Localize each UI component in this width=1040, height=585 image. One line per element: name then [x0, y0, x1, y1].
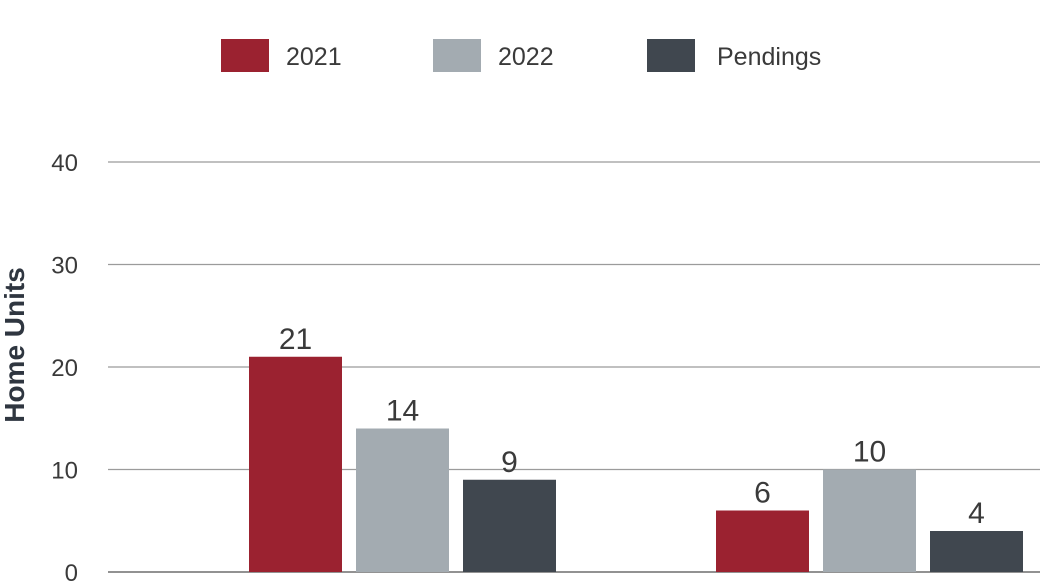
data-label-pendings-1: 9 — [501, 446, 518, 479]
legend: 2021 2022 Pendings — [221, 39, 821, 72]
legend-label-2021: 2021 — [286, 43, 342, 71]
legend-swatch-2022 — [433, 39, 481, 72]
y-tick-label-10: 10 — [51, 458, 78, 485]
legend-label-2022: 2022 — [498, 43, 554, 71]
legend-item-pendings: Pendings — [647, 39, 821, 72]
data-label-pendings-2: 4 — [968, 497, 985, 530]
y-tick-label-30: 30 — [51, 253, 78, 280]
bars — [249, 356, 1023, 572]
legend-label-pendings: Pendings — [717, 43, 821, 71]
y-axis: 0 10 20 30 40 — [51, 150, 78, 585]
data-label-2021-1: 21 — [279, 323, 312, 356]
y-axis-title: Home Units — [0, 267, 30, 423]
y-tick-label-0: 0 — [65, 560, 78, 585]
data-label-2022-2: 10 — [853, 436, 886, 469]
bar-2021-1 — [249, 356, 342, 572]
legend-item-2021: 2021 — [221, 39, 342, 72]
bar-pendings-2 — [930, 531, 1023, 572]
bar-2022-2 — [823, 469, 916, 572]
bar-2021-2 — [716, 510, 809, 572]
data-labels: 21 6 14 10 9 4 — [279, 323, 985, 530]
bar-2022-1 — [356, 428, 449, 572]
y-tick-label-20: 20 — [51, 355, 78, 382]
legend-item-2022: 2022 — [433, 39, 554, 72]
legend-swatch-pendings — [647, 39, 695, 72]
y-tick-label-40: 40 — [51, 150, 78, 177]
legend-swatch-2021 — [221, 39, 269, 72]
data-label-2022-1: 14 — [386, 395, 419, 428]
data-label-2021-2: 6 — [754, 477, 771, 510]
bar-pendings-1 — [463, 479, 556, 572]
